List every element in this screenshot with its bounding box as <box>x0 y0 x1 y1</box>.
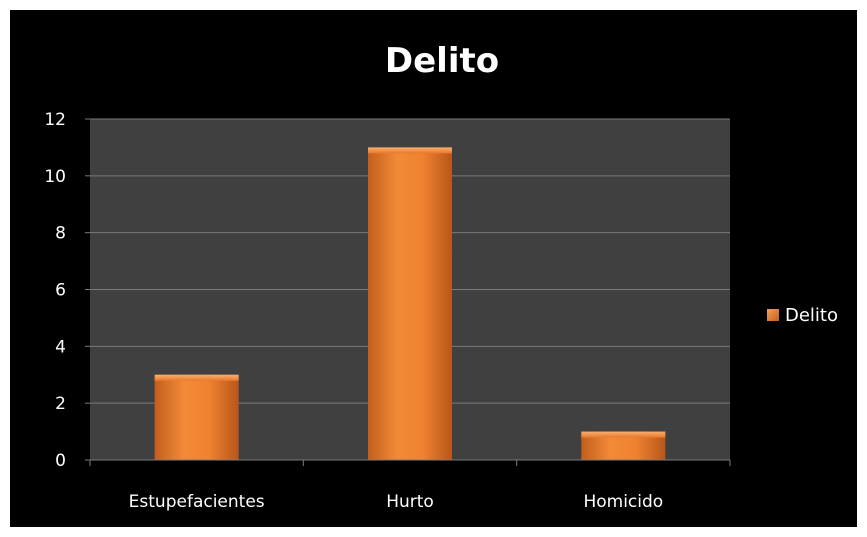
y-tick-label: 4 <box>55 337 66 357</box>
x-tick-label: Estupefacientes <box>129 492 265 512</box>
chart-title: Delito <box>385 41 499 81</box>
y-tick-label: 6 <box>55 281 66 301</box>
bar-homicido <box>581 431 666 460</box>
bar-top-bevel <box>581 431 666 438</box>
y-tick-label: 0 <box>55 451 66 471</box>
bar-chart: Delito 0 2 4 6 8 10 12 Estupefacientes Hurto Hom… <box>44 41 838 512</box>
legend: Delito <box>767 305 838 326</box>
y-tick-label: 2 <box>55 394 66 414</box>
bar-top-bevel <box>154 374 239 381</box>
bars <box>154 147 666 460</box>
bar-estupefacientes <box>154 374 239 460</box>
bar-body <box>154 374 239 460</box>
x-axis-labels: Estupefacientes Hurto Homicido <box>129 492 664 512</box>
legend-swatch <box>767 309 779 321</box>
legend-label: Delito <box>785 305 838 326</box>
x-axis <box>89 459 731 466</box>
y-tick-label: 10 <box>44 167 66 187</box>
x-tick-label: Hurto <box>386 492 434 512</box>
y-axis-ticks: 0 2 4 6 8 10 12 <box>44 110 90 471</box>
chart-container: Delito 0 2 4 6 8 10 12 Estupefacientes Hurto Hom… <box>10 10 857 527</box>
x-tick-label: Homicido <box>583 492 663 512</box>
bar-top-bevel <box>368 147 452 154</box>
bar-hurto <box>368 147 452 460</box>
bar-body <box>368 147 452 460</box>
y-tick-label: 12 <box>44 110 66 130</box>
y-tick-label: 8 <box>55 224 66 244</box>
